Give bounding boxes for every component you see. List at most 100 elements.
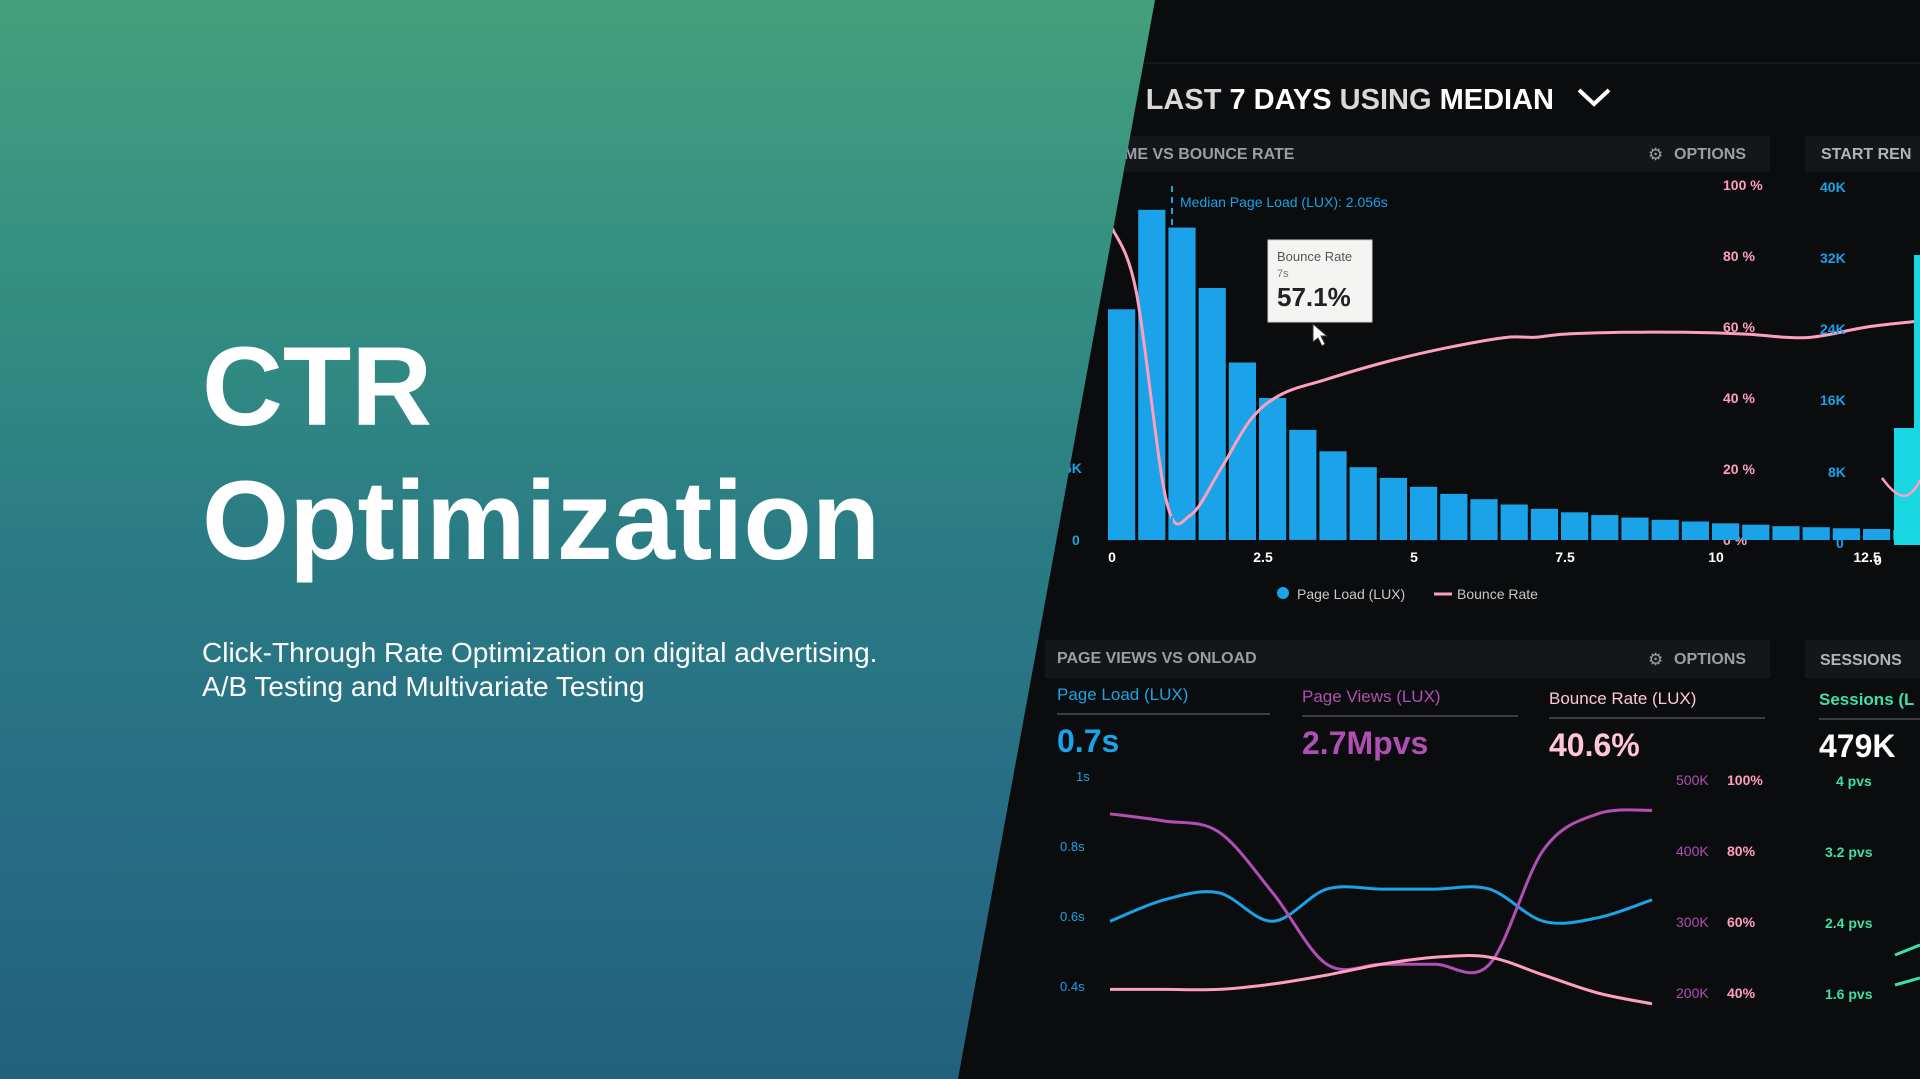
chevron-down-icon[interactable] — [1577, 88, 1611, 107]
side-top-y-tick: 16K — [1820, 392, 1846, 408]
side-bottom-panel-title: SESSIONS — [1820, 652, 1902, 669]
y-left-tick: 0 — [1072, 532, 1080, 548]
side-top-y-tick: 8K — [1828, 464, 1846, 480]
x-tick: 0 — [1108, 549, 1116, 565]
y-mid-tick: 400K — [1676, 843, 1709, 859]
legend-page-load-marker — [1277, 587, 1289, 599]
y-right-tick: 100 % — [1723, 177, 1763, 193]
bounce-rate-line — [1109, 954, 1653, 1006]
page-load-bar — [1651, 519, 1679, 540]
page-load-bar — [1742, 524, 1770, 540]
y-left-tick: 0.4s — [1060, 979, 1085, 994]
side-top-y-tick: 24K — [1820, 321, 1846, 337]
y-left-tick: 0.6s — [1060, 909, 1085, 924]
title-line-1: CTR — [202, 324, 433, 449]
page-load-bar — [1138, 209, 1166, 541]
page-load-bar — [1561, 512, 1589, 540]
page-load-bar — [1410, 486, 1438, 541]
dashboard-header: : LAST 7 DAYS USING MEDIAN — [1128, 84, 1554, 116]
top-options-button[interactable]: OPTIONS — [1674, 146, 1746, 163]
bottom-chart — [1109, 808, 1653, 1006]
x-tick: 2.5 — [1253, 549, 1273, 565]
y-right-tick: 80 % — [1723, 248, 1755, 264]
header-using: USING — [1332, 84, 1440, 116]
title-line-2: Optimization — [202, 458, 881, 583]
page-load-line — [1109, 885, 1653, 925]
bottom-chart-axes: 1s 0.8s 0.6s 0.4s 500K 400K 300K 200K 10… — [1060, 769, 1920, 1002]
x-tick: 7.5 — [1555, 549, 1575, 565]
cursor-icon — [1312, 322, 1329, 347]
bottom-panel-title: PAGE VIEWS VS ONLOAD — [1057, 650, 1257, 667]
page-title: CTR Optimization — [202, 320, 880, 588]
top-panel-title: ME VS BOUNCE RATE — [1124, 146, 1295, 163]
side-bottom-y-tick: 1.6 pvs — [1825, 986, 1873, 1002]
y-right-tick: 20 % — [1723, 461, 1755, 477]
y-left-tick: 0.8s — [1060, 839, 1085, 854]
metric-value: 0.7s — [1057, 723, 1119, 759]
page-load-bar — [1832, 528, 1860, 540]
median-label: Median Page Load (LUX): 2.056s — [1180, 194, 1388, 210]
bottom-panel-header — [1045, 640, 1770, 678]
metric-page-views: Page Views (LUX) 2.7Mpvs — [1302, 687, 1518, 761]
side-top-panel-header — [1805, 136, 1920, 172]
legend-bounce-rate-label: Bounce Rate — [1457, 586, 1538, 602]
y-right-tick: 60% — [1727, 914, 1756, 930]
metric-label: Sessions (L — [1819, 690, 1914, 709]
tooltip-sub: 7s — [1277, 268, 1289, 280]
page-load-bar — [1349, 467, 1377, 540]
page-load-bar — [1802, 527, 1830, 540]
tooltip-title: Bounce Rate — [1277, 249, 1352, 264]
side-top-y-tick: 0 — [1836, 535, 1844, 551]
side-bottom-y-tick: 4 pvs — [1836, 773, 1872, 789]
subtitle: Click-Through Rate Optimization on digit… — [202, 636, 877, 704]
side-top-bar — [1894, 428, 1916, 545]
y-right-tick: 100% — [1727, 772, 1763, 788]
bounce-rate-line — [1110, 227, 1920, 526]
page-load-bar — [1228, 362, 1256, 540]
y-left-tick: 1s — [1076, 769, 1090, 784]
bottom-options-button[interactable]: OPTIONS — [1674, 651, 1746, 668]
page-load-bar — [1289, 429, 1317, 540]
side-top-y-tick: 32K — [1820, 250, 1846, 266]
y-right-tick: 60 % — [1723, 319, 1755, 335]
tooltip-value: 57.1% — [1277, 282, 1351, 312]
x-tick: 10 — [1708, 549, 1724, 565]
side-bottom-y-tick: 2.4 pvs — [1825, 915, 1873, 931]
subtitle-line-2: A/B Testing and Multivariate Testing — [202, 671, 645, 702]
metric-label: Page Load (LUX) — [1057, 685, 1188, 704]
page-load-bar — [1621, 517, 1649, 540]
side-top-bar — [1914, 255, 1920, 545]
side-bottom-panel-header — [1805, 640, 1920, 678]
side-bottom-line — [1894, 943, 1920, 957]
page-load-bar — [1681, 521, 1709, 540]
header-prefix: : LAST — [1128, 84, 1230, 116]
y-right-tick: 80% — [1727, 843, 1756, 859]
page-load-bar — [1259, 398, 1287, 540]
subtitle-line-1: Click-Through Rate Optimization on digit… — [202, 637, 878, 668]
header-days: 7 DAYS — [1230, 84, 1332, 116]
metric-bounce-rate: Bounce Rate (LUX) 40.6% — [1549, 689, 1765, 763]
x-tick: 12.5 — [1853, 549, 1880, 565]
page-load-bar — [1108, 309, 1136, 541]
side-top-x-tick: 0 — [1874, 552, 1882, 568]
page-load-bar — [1440, 493, 1468, 540]
x-tick: 5 — [1410, 549, 1418, 565]
side-bottom-line — [1894, 976, 1920, 987]
side-top-y-tick: 40K — [1820, 179, 1846, 195]
page-load-bar — [1319, 451, 1347, 541]
metric-label: Bounce Rate (LUX) — [1549, 689, 1696, 708]
gear-icon[interactable]: ⚙ — [1648, 650, 1663, 669]
metric-value: 40.6% — [1549, 727, 1640, 763]
page-load-bar — [1863, 529, 1891, 540]
page-load-bar — [1591, 515, 1619, 540]
y-right-tick: 40% — [1727, 985, 1756, 1001]
metric-value: 2.7Mpvs — [1302, 725, 1428, 761]
metric-label: Page Views (LUX) — [1302, 687, 1441, 706]
page-load-bar — [1712, 523, 1740, 540]
gear-icon[interactable]: ⚙ — [1648, 145, 1663, 164]
y-mid-tick: 200K — [1676, 985, 1709, 1001]
page-load-bar — [1470, 499, 1498, 540]
y-mid-tick: 500K — [1676, 772, 1709, 788]
